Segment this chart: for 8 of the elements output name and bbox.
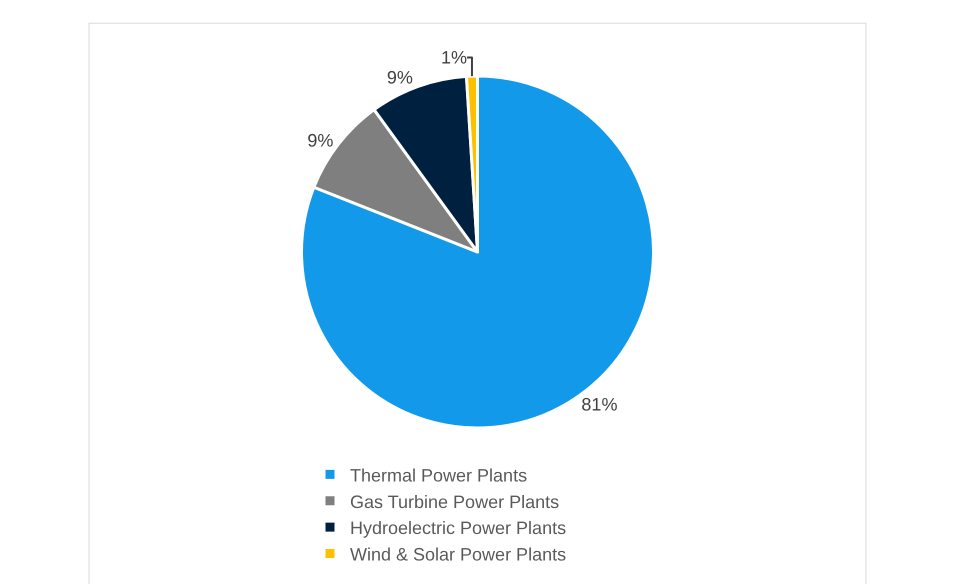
data-label: 9% (307, 130, 334, 150)
legend-label: Gas Turbine Power Plants (350, 492, 560, 512)
legend-label: Thermal Power Plants (350, 465, 528, 486)
data-label: 1% (440, 48, 467, 68)
legend-label: Wind & Solar Power Plants (350, 544, 566, 565)
data-label: 9% (386, 68, 413, 88)
legend-label: Hydroelectric Power Plants (350, 518, 566, 538)
data-label: 81% (581, 394, 618, 414)
